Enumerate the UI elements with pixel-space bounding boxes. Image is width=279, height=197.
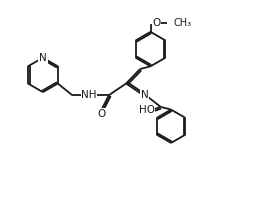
Text: O: O xyxy=(97,109,105,119)
Text: CH₃: CH₃ xyxy=(173,18,191,28)
Text: O: O xyxy=(153,18,161,28)
Text: N: N xyxy=(39,53,47,63)
Text: HO: HO xyxy=(139,105,155,115)
Text: N: N xyxy=(141,90,148,100)
Text: NH: NH xyxy=(81,90,97,100)
